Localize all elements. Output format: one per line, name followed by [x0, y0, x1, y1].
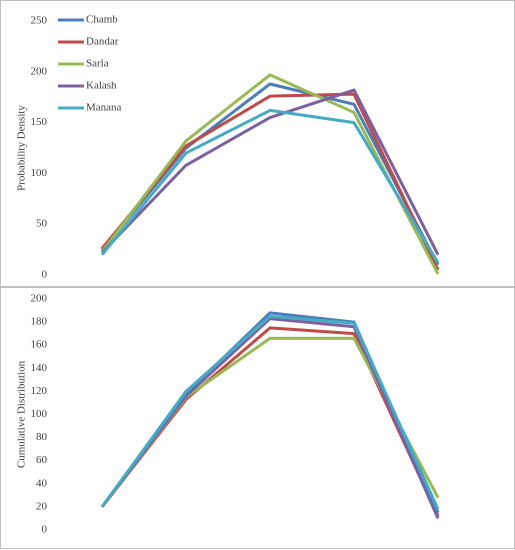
y-axis-label: Probability Density — [16, 105, 28, 191]
series-line — [100, 314, 440, 510]
y-tick-label: 250 — [31, 15, 48, 27]
y-tick-label: 200 — [31, 65, 48, 77]
y-tick-label: 40 — [36, 477, 48, 489]
legend-label: Manana — [86, 102, 122, 114]
y-tick-label: 100 — [31, 408, 48, 420]
y-tick-label: 60 — [36, 454, 48, 466]
y-tick-label: 160 — [31, 339, 48, 351]
legend-label: Sarla — [86, 58, 109, 70]
series-line — [100, 311, 440, 514]
y-tick-label: 200 — [31, 293, 48, 305]
y-tick-label: 140 — [31, 362, 48, 374]
series-line — [100, 73, 440, 275]
y-tick-label: 120 — [31, 385, 48, 397]
y-tick-label: 0 — [42, 524, 48, 536]
legend-label: Kalash — [86, 80, 117, 92]
legend-label: Dandar — [86, 36, 119, 48]
y-axis-label: Cumulative Distribution — [16, 360, 28, 468]
y-tick-label: 80 — [36, 431, 48, 443]
y-tick-label: 0 — [42, 269, 48, 281]
y-tick-label: 100 — [31, 167, 48, 179]
series-line — [100, 326, 440, 517]
y-tick-label: 150 — [31, 116, 48, 128]
series-line — [100, 108, 440, 264]
y-tick-label: 50 — [36, 218, 48, 230]
series-line — [100, 88, 440, 256]
legend-label: Chamb — [86, 14, 118, 26]
y-tick-label: 20 — [36, 500, 48, 512]
series-line — [100, 92, 440, 271]
series-line — [100, 317, 440, 520]
series-line — [100, 336, 440, 508]
y-tick-label: 180 — [31, 316, 48, 328]
